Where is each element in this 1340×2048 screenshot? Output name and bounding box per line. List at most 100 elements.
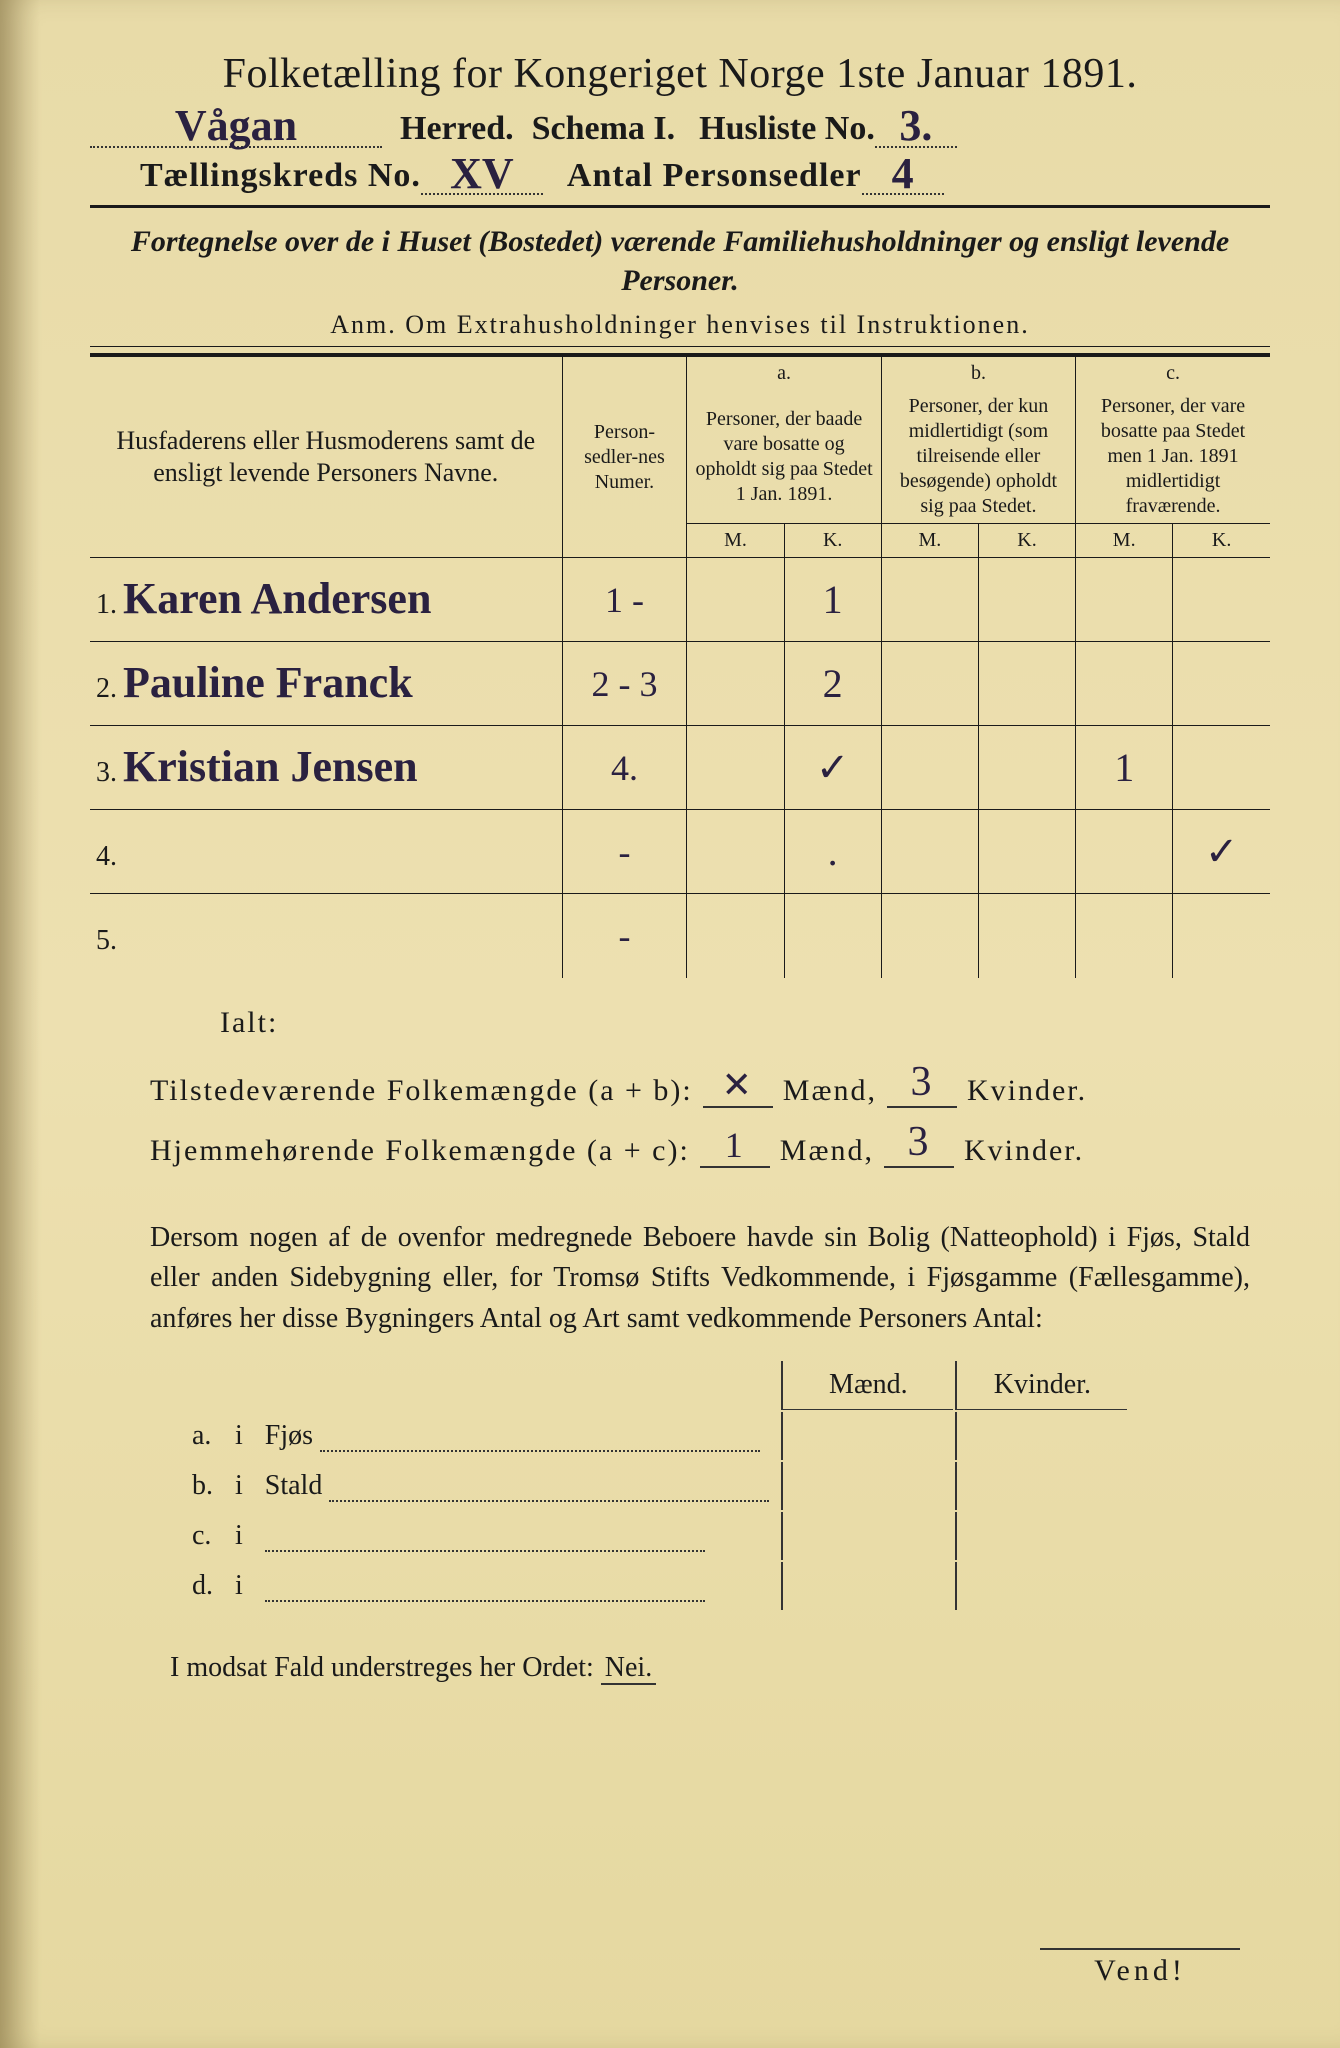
b-m	[881, 642, 978, 726]
name-cell: 4.	[90, 810, 562, 894]
col-name-text: Husfaderens eller Husmoderens samt de en…	[116, 426, 535, 488]
b-letter: c.	[182, 1512, 223, 1560]
table-row: 3.Kristian Jensen4.✓1	[90, 726, 1270, 810]
table-row: 5.-	[90, 894, 1270, 978]
col-a-top: a.	[687, 355, 881, 390]
c-m	[1076, 642, 1173, 726]
col-c-top: c.	[1076, 355, 1270, 390]
name-cell: 2.Pauline Franck	[90, 642, 562, 726]
b-i: i	[225, 1512, 253, 1560]
b-k	[978, 642, 1075, 726]
schema-label: Schema I.	[532, 110, 676, 148]
sum-hjemme: Hjemmehørende Folkemængde (a + c): 1 Mæn…	[150, 1118, 1270, 1168]
husliste-value: 3.	[875, 106, 957, 148]
col-header-b: Personer, der kun midlertidigt (som tilr…	[881, 390, 1075, 524]
col-header-a: Personer, der baade vare bosatte og opho…	[687, 390, 881, 524]
a-k: 1	[784, 558, 881, 642]
census-table: Husfaderens eller Husmoderens samt de en…	[90, 353, 1270, 978]
b-k	[955, 1562, 1127, 1610]
b-type: Stald	[255, 1462, 780, 1510]
b-k	[978, 894, 1075, 978]
sum-tilstede: Tilstedeværende Folkemængde (a + b): ✕ M…	[150, 1058, 1270, 1108]
c-k	[1173, 558, 1270, 642]
antal-value: 4	[862, 154, 944, 196]
header-line-2: Tællingskreds No. XV Antal Personsedler …	[140, 154, 1270, 196]
b-m	[781, 1512, 953, 1560]
b-m	[781, 1562, 953, 1610]
num-cell: 4.	[562, 726, 687, 810]
c-k	[1173, 894, 1270, 978]
table-row: 2.Pauline Franck2 - 3 2	[90, 642, 1270, 726]
building-paragraph: Dersom nogen af de ovenfor medregnede Be…	[150, 1218, 1250, 1340]
b-m	[881, 726, 978, 810]
tilstede-m: ✕	[703, 1064, 773, 1108]
tilstede-label: Tilstedeværende Folkemængde (a + b):	[150, 1074, 693, 1108]
a-m	[687, 726, 784, 810]
ialt-label: Ialt:	[220, 1006, 1270, 1040]
b-type	[255, 1512, 780, 1560]
c-m	[1076, 894, 1173, 978]
b-type: Fjøs	[255, 1412, 780, 1460]
name-cell: 5.	[90, 894, 562, 978]
num-cell: -	[562, 810, 687, 894]
antal-label: Antal Personsedler	[567, 157, 862, 195]
table-row: 1.Karen Andersen1 -1	[90, 558, 1270, 642]
b-type	[255, 1562, 780, 1610]
b-m	[881, 894, 978, 978]
c-k: ✓	[1173, 810, 1270, 894]
census-form-page: Folketælling for Kongeriget Norge 1ste J…	[0, 0, 1340, 2048]
building-table: Mænd. Kvinder. a.iFjøs b.iStald c.i d.i	[180, 1359, 1129, 1612]
b-m	[781, 1412, 953, 1460]
col-b-k: K.	[978, 524, 1075, 558]
vend-label: Vend!	[1040, 1948, 1240, 1988]
bt-maend: Mænd.	[781, 1361, 953, 1410]
b-k	[955, 1512, 1127, 1560]
b-m	[781, 1462, 953, 1510]
kreds-value: XV	[421, 154, 543, 196]
herred-label: Herred.	[400, 110, 514, 148]
a-m	[687, 810, 784, 894]
col-header-c: Personer, der vare bosatte paa Stedet me…	[1076, 390, 1270, 524]
b-m	[881, 558, 978, 642]
b-k	[955, 1462, 1127, 1510]
hjemme-m: 1	[700, 1124, 770, 1168]
a-m	[687, 642, 784, 726]
subtitle-text: Fortegnelse over de i Huset (Bostedet) v…	[131, 225, 1229, 297]
c-m	[1076, 810, 1173, 894]
col-a-k: K.	[784, 524, 881, 558]
col-c-m: M.	[1076, 524, 1173, 558]
b-letter: a.	[182, 1412, 223, 1460]
col-a-m: M.	[687, 524, 784, 558]
num-cell: 2 - 3	[562, 642, 687, 726]
b-k	[955, 1412, 1127, 1460]
col-b-m: M.	[881, 524, 978, 558]
c-m	[1076, 558, 1173, 642]
tilstede-k: 3	[887, 1058, 957, 1108]
col-header-name: Husfaderens eller Husmoderens samt de en…	[90, 355, 562, 558]
col-header-num: Person-sedler-nes Numer.	[562, 355, 687, 558]
husliste-label: Husliste No.	[699, 110, 875, 148]
a-k	[784, 894, 881, 978]
hjemme-label: Hjemmehørende Folkemængde (a + c):	[150, 1134, 690, 1168]
num-cell: 1 -	[562, 558, 687, 642]
a-m	[687, 894, 784, 978]
b-k	[978, 726, 1075, 810]
building-row: b.iStald	[182, 1462, 1127, 1510]
a-k: ✓	[784, 726, 881, 810]
name-cell: 3.Kristian Jensen	[90, 726, 562, 810]
b-i: i	[225, 1562, 253, 1610]
maend-label: Mænd,	[780, 1134, 874, 1168]
kvinder-label: Kvinder.	[967, 1074, 1087, 1108]
building-row: c.i	[182, 1512, 1127, 1560]
divider	[90, 346, 1270, 347]
b-k	[978, 810, 1075, 894]
kvinder-label: Kvinder.	[964, 1134, 1084, 1168]
form-title: Folketælling for Kongeriget Norge 1ste J…	[90, 50, 1270, 98]
a-k: .	[784, 810, 881, 894]
building-row: a.iFjøs	[182, 1412, 1127, 1460]
table-row: 4.-. ✓	[90, 810, 1270, 894]
kreds-label: Tællingskreds No.	[140, 157, 421, 195]
col-b-top: b.	[881, 355, 1075, 390]
col-c-k: K.	[1173, 524, 1270, 558]
a-k: 2	[784, 642, 881, 726]
